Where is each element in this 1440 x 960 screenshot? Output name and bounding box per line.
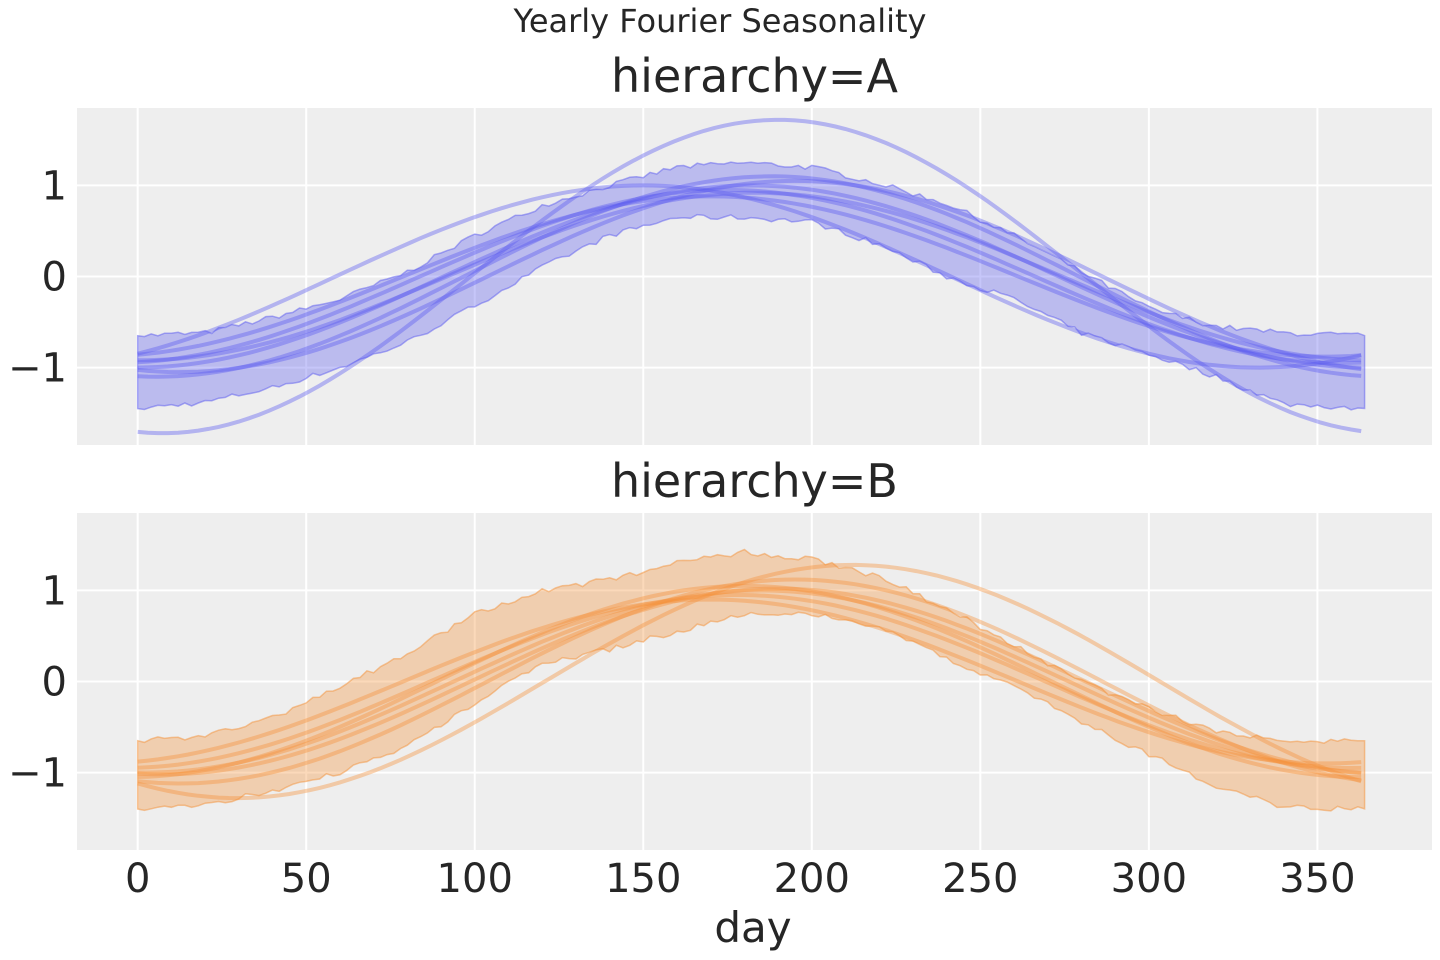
- seasonal-curve: [137, 178, 1362, 375]
- y-tick-label: 1: [42, 163, 67, 209]
- x-axis-label: day: [714, 903, 791, 952]
- panel-hierarchy-b: hierarchy=B −1 0 1 0 50 100 150 200 250 300 350: [8, 454, 1432, 902]
- seasonal-curve: [137, 583, 1362, 780]
- seasonal-curve: [137, 597, 1362, 766]
- seasonal-curve: [137, 174, 1362, 379]
- seasonal-curve: [137, 183, 1362, 370]
- x-tick-label: 350: [1279, 856, 1355, 902]
- x-tick-label: 100: [437, 856, 513, 902]
- panel-title: hierarchy=B: [611, 454, 898, 508]
- credible-band: [136, 548, 1366, 812]
- x-tick-label: 50: [281, 856, 332, 902]
- seasonal-curve: [137, 190, 1362, 363]
- y-tick-label: −1: [8, 751, 67, 797]
- panel-title: hierarchy=A: [611, 49, 898, 103]
- x-tick-label: 300: [1111, 856, 1187, 902]
- seasonal-curve: [137, 577, 1362, 786]
- seasonal-curve: [137, 588, 1362, 775]
- credible-band: [136, 161, 1366, 411]
- seasonal-curve: [137, 593, 1362, 771]
- x-tick-label: 250: [942, 856, 1018, 902]
- x-tick-label: 150: [605, 856, 681, 902]
- seasonal-curve: [137, 194, 1362, 359]
- figure-suptitle: Yearly Fourier Seasonality: [513, 2, 927, 40]
- seasonal-curve: [137, 586, 1362, 777]
- seasonal-curve: [137, 562, 1362, 801]
- x-tick-label: 200: [774, 856, 850, 902]
- panel-hierarchy-a: hierarchy=A −1 0 1: [8, 49, 1432, 445]
- seasonal-curve: [137, 117, 1362, 436]
- y-tick-label: 0: [42, 255, 67, 301]
- seasonal-curve: [137, 183, 1362, 370]
- y-tick-label: −1: [8, 346, 67, 392]
- seasonal-curve: [137, 188, 1362, 366]
- y-tick-label: 1: [42, 568, 67, 614]
- x-tick-label: 0: [125, 856, 150, 902]
- y-tick-label: 0: [42, 660, 67, 706]
